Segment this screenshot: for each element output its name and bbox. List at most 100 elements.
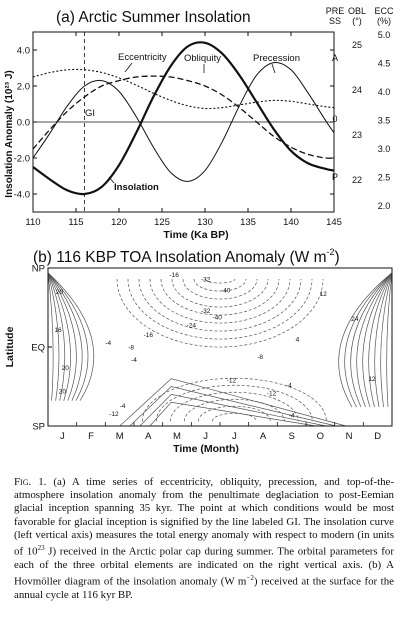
negative-contour-top xyxy=(149,279,291,324)
y-tick-label: 2.0 xyxy=(17,82,30,93)
positive-contour-right xyxy=(350,272,393,408)
panel-b-xlabel: Time (Month) xyxy=(173,443,239,455)
ecc-tick: 3.0 xyxy=(378,144,391,154)
negative-contour-top xyxy=(204,278,236,284)
ecc-tick: 2.5 xyxy=(378,173,391,183)
ecc-tick: 5.0 xyxy=(378,30,391,40)
insolation-label: Insolation xyxy=(114,182,159,193)
caption-text-2: J) received in the Arctic polar cap duri… xyxy=(14,545,394,588)
y-tick-label: 0.0 xyxy=(17,118,30,129)
positive-contour-left xyxy=(47,272,83,401)
positive-contour-right xyxy=(362,272,393,408)
contour-label: -4 xyxy=(120,403,126,410)
precession-label: Precession xyxy=(253,53,300,64)
contour-label: -32 xyxy=(201,308,211,315)
x-tick-label: 145 xyxy=(326,217,342,228)
positive-contour-right xyxy=(368,272,393,408)
x-tick-label: 135 xyxy=(240,217,256,228)
negative-contour-top xyxy=(193,279,247,292)
figure-caption: Fig. 1. (a) A time series of eccentricit… xyxy=(14,476,394,602)
contour-lines xyxy=(47,272,393,427)
positive-contour-left xyxy=(47,272,77,401)
series-obliquity xyxy=(32,75,335,159)
month-tick-label: A xyxy=(260,431,267,442)
series-precession xyxy=(32,61,335,182)
panel-a-plot: 110 115 120 125 130 135 140 145 -4.0 -2.0 0.0 2.0 4.… xyxy=(14,31,342,228)
contour-label: -4 xyxy=(286,382,292,389)
contour-label: -24 xyxy=(187,322,197,329)
month-tick-label: D xyxy=(374,431,381,442)
lat-tick-label: SP xyxy=(32,422,45,433)
contour-label: -12 xyxy=(267,390,277,397)
series-eccentricity xyxy=(32,68,335,110)
contour-label: -12 xyxy=(227,378,237,385)
obliquity-label: Obliquity xyxy=(184,53,221,64)
obl-tick: 25 xyxy=(352,40,362,50)
positive-contour-left xyxy=(47,272,71,401)
gi-label: GI xyxy=(85,108,95,119)
negative-contour-top xyxy=(160,279,280,316)
month-tick-label: J xyxy=(203,431,208,442)
month-tick-label: O xyxy=(317,431,324,442)
negative-contour-top xyxy=(171,279,269,308)
contour-label: 16 xyxy=(54,327,62,334)
month-tick-label: J xyxy=(232,431,237,442)
positive-contour-right xyxy=(380,272,393,408)
x-tick-label: 125 xyxy=(154,217,170,228)
month-tick-label: S xyxy=(288,431,294,442)
y-tick-label: -2.0 xyxy=(14,154,30,165)
obl-tick: 23 xyxy=(352,130,362,140)
pre-tick: A xyxy=(332,53,338,63)
contour-label: 4 xyxy=(296,337,300,344)
negative-contour-top xyxy=(127,279,313,340)
positive-contour-right xyxy=(344,272,393,408)
month-tick-label: A xyxy=(145,431,152,442)
positive-contour-bottom xyxy=(119,378,347,427)
negative-contour-top xyxy=(182,279,258,300)
positive-contour-right xyxy=(374,272,393,408)
contour-label: 12 xyxy=(320,291,328,298)
obl-unit: (°) xyxy=(352,16,362,26)
contour-label: -40 xyxy=(221,288,231,295)
caption-sup: 23 xyxy=(37,544,45,553)
panel-a-ylabel: Insolation Anomaly (10²³ J) xyxy=(4,70,15,197)
caption-text: (a) A time series of eccentricity, obliq… xyxy=(14,476,394,558)
x-tick-label: 115 xyxy=(68,217,83,228)
x-tick-label: 110 xyxy=(25,217,40,228)
positive-contour-bottom xyxy=(129,386,337,427)
eccentricity-pointer xyxy=(124,62,133,73)
contour-label: -12 xyxy=(109,411,119,418)
precession-pointer xyxy=(271,63,276,74)
panel-b-title: (b) 116 KBP TOA Insolation Anomaly (W m-… xyxy=(33,247,340,266)
panel-b: (b) 116 KBP TOA Insolation Anomaly (W m-… xyxy=(4,247,393,455)
ecc-header: ECC xyxy=(374,6,394,16)
contour-label: 20 xyxy=(62,365,70,372)
contour-label: -8 xyxy=(128,345,134,352)
negative-contour-bottom xyxy=(197,405,271,422)
ecc-tick: 2.0 xyxy=(378,201,391,211)
negative-contour-top xyxy=(116,279,324,348)
pre-tick: 0 xyxy=(332,114,337,124)
positive-contour-right xyxy=(338,272,393,408)
eccentricity-label: Eccentricity xyxy=(118,52,167,63)
panel-b-ylabel: Latitude xyxy=(4,326,16,367)
contour-label: -4 xyxy=(131,357,137,364)
contour-label: -4 xyxy=(289,412,295,419)
contour-label: 20 xyxy=(59,389,67,396)
panel-a-right-axis: A 0 P 25 24 23 22 5.0 4.5 4.0 3.5 3.0 2.5 2.0 xyxy=(332,30,390,211)
obl-tick: 24 xyxy=(352,85,362,95)
negative-contour-bottom xyxy=(211,412,257,422)
negative-contour-top xyxy=(138,279,302,332)
ecc-tick: 3.5 xyxy=(378,116,391,126)
month-tick-label: J xyxy=(60,431,65,442)
month-tick-label: M xyxy=(173,431,181,442)
panel-a-title: (a) Arctic Summer Insolation xyxy=(56,9,251,26)
contour-label: 20 xyxy=(56,289,64,296)
caption-sup-2: −2 xyxy=(246,574,254,583)
contour-label: -16 xyxy=(169,272,179,279)
panel-b-plot: -16-32-40-32-40-24-16-8-4-41224201620-8-… xyxy=(31,264,393,442)
panel-a: (a) Arctic Summer Insolation Insolation … xyxy=(4,6,394,241)
month-tick-label: N xyxy=(346,431,353,442)
lat-tick-label: NP xyxy=(32,264,45,275)
contour-label: -32 xyxy=(201,277,211,284)
